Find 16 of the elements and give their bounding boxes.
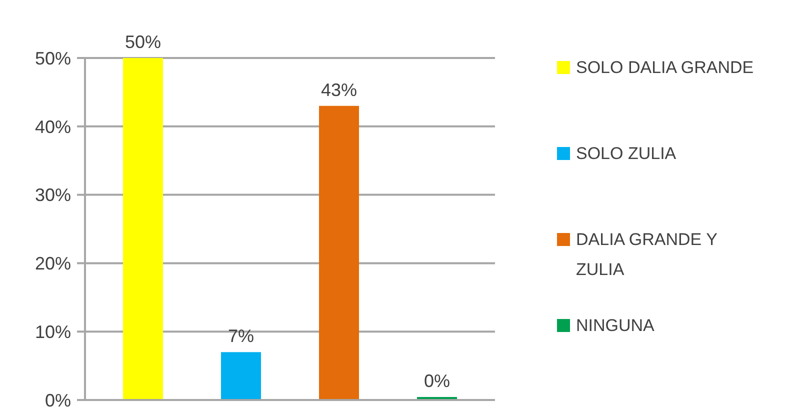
y-tick-label: 0% [44, 390, 71, 410]
legend-label: DALIA GRANDE Y ZULIA [576, 229, 718, 281]
legend-label: SOLO DALIA GRANDE [576, 57, 755, 79]
y-tick-label: 30% [34, 185, 71, 206]
y-tick-label: 40% [34, 116, 71, 137]
legend-label: NINGUNA [576, 315, 656, 337]
data-label: 43% [320, 80, 358, 100]
legend-label: SOLO ZULIA [576, 143, 678, 165]
data-label: 0% [424, 371, 450, 391]
y-tick-label: 20% [34, 254, 71, 274]
y-tick-label: 50% [34, 48, 71, 68]
bar [319, 106, 359, 400]
bar [123, 58, 163, 400]
y-tick-label: 10% [34, 322, 71, 342]
data-label: 7% [228, 326, 254, 346]
data-label: 50% [124, 32, 162, 52]
